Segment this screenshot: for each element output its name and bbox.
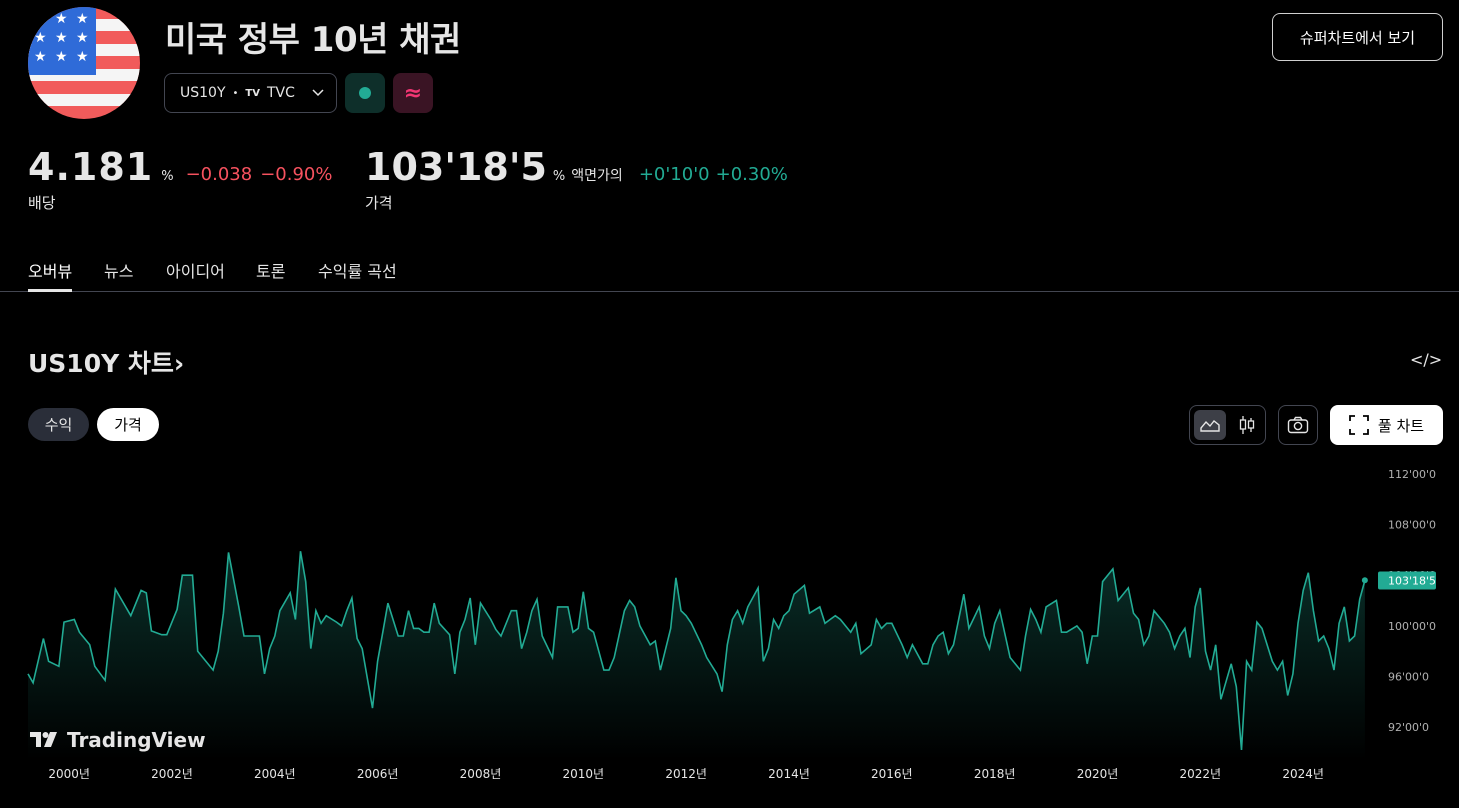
y-tick-label: 112'00'0 <box>1388 468 1436 481</box>
yield-quote: 4.181 % −0.038 −0.90% <box>28 145 332 189</box>
active-tab-indicator <box>28 289 72 292</box>
x-tick-label: 2000년 <box>48 767 90 781</box>
chart-section-title[interactable]: US10Y 차트› <box>28 344 184 380</box>
x-tick-label: 2006년 <box>357 767 399 781</box>
tab-overview[interactable]: 오버뷰 <box>28 262 73 281</box>
tab-yield-curve[interactable]: 수익률 곡선 <box>318 262 397 281</box>
price-change-pct: +0.30% <box>715 164 788 185</box>
symbol-label: US10Y <box>180 85 226 101</box>
exchange-logo-icon: TV <box>245 87 260 99</box>
price-label: 가격 <box>365 194 393 212</box>
last-price-badge <box>1378 571 1436 590</box>
open-supercharts-button[interactable]: 슈퍼차트에서 보기 <box>1272 13 1443 61</box>
y-tick-label: 100'00'0 <box>1388 620 1436 633</box>
yield-change-pct: −0.90% <box>260 164 333 185</box>
tab-news[interactable]: 뉴스 <box>104 262 134 281</box>
tradingview-brand: TradingView <box>67 728 206 752</box>
tab-discussion[interactable]: 토론 <box>256 262 286 281</box>
yield-unit: % <box>161 169 174 184</box>
exchange-label: TVC <box>266 85 295 101</box>
x-tick-label: 2022년 <box>1180 767 1222 781</box>
yield-toggle-button[interactable]: 수익 <box>28 408 89 441</box>
tradingview-logo-icon <box>30 732 57 747</box>
yield-label: 배당 <box>28 194 56 212</box>
tradingview-logo[interactable]: TradingView <box>30 728 206 752</box>
series-area-fill <box>28 551 1365 760</box>
y-tick-label: 96'00'0 <box>1388 670 1429 683</box>
candlestick-icon[interactable] <box>1231 410 1263 440</box>
x-tick-label: 2014년 <box>768 767 810 781</box>
page-title: 미국 정부 10년 채권 <box>165 20 461 60</box>
x-tick-label: 2016년 <box>871 767 913 781</box>
chart-style-switcher <box>1189 405 1266 445</box>
price-quote: 103'18'5 % 액면가의 +0'10'0 +0.30% <box>365 145 788 189</box>
last-price-label: 103'18'5 <box>1388 575 1436 588</box>
x-tick-label: 2024년 <box>1282 767 1324 781</box>
us-flag-icon: ★ ★ ★ ★ ★ ★ ★ ★ ★ <box>28 7 140 119</box>
camera-icon[interactable] <box>1278 405 1318 445</box>
y-tick-label: 92'00'0 <box>1388 721 1429 734</box>
status-dot-icon <box>359 87 371 99</box>
yield-value: 4.181 <box>28 145 154 189</box>
tab-ideas[interactable]: 아이디어 <box>166 262 225 281</box>
embed-code-icon[interactable]: </> <box>1410 350 1443 369</box>
price-toggle-button[interactable]: 가격 <box>97 408 159 441</box>
market-status-badge[interactable] <box>345 73 385 113</box>
x-tick-label: 2020년 <box>1077 767 1119 781</box>
y-tick-label: 108'00'0 <box>1388 519 1436 532</box>
price-change: +0'10'0 <box>638 164 710 185</box>
x-tick-label: 2004년 <box>254 767 296 781</box>
price-unit: % <box>552 169 566 184</box>
symbol-selector[interactable]: US10Y • TV TVC <box>164 73 337 113</box>
yield-change: −0.038 <box>185 164 253 185</box>
x-tick-label: 2010년 <box>563 767 605 781</box>
x-tick-label: 2018년 <box>974 767 1016 781</box>
chevron-down-icon <box>312 87 324 100</box>
chart-title-text: US10Y 차트 <box>28 349 174 378</box>
price-unit-label: 액면가의 <box>571 168 623 184</box>
chevron-right-icon: › <box>173 349 185 378</box>
price-chart[interactable]: 112'00'0108'00'0104'00'0100'00'096'00'09… <box>0 455 1459 795</box>
approx-badge[interactable]: ≈ <box>393 73 433 113</box>
x-tick-label: 2012년 <box>665 767 707 781</box>
tab-divider <box>0 291 1459 292</box>
full-chart-button[interactable]: 풀 차트 <box>1330 405 1443 445</box>
price-value: 103'18'5 <box>365 145 547 189</box>
x-tick-label: 2002년 <box>151 767 193 781</box>
symbol-separator: • <box>232 87 239 99</box>
last-price-point <box>1361 577 1368 584</box>
fullscreen-icon <box>1349 415 1369 435</box>
area-chart-icon[interactable] <box>1194 410 1226 440</box>
series-line <box>27 551 1366 750</box>
full-chart-label: 풀 차트 <box>1377 416 1425 435</box>
x-tick-label: 2008년 <box>460 767 502 781</box>
